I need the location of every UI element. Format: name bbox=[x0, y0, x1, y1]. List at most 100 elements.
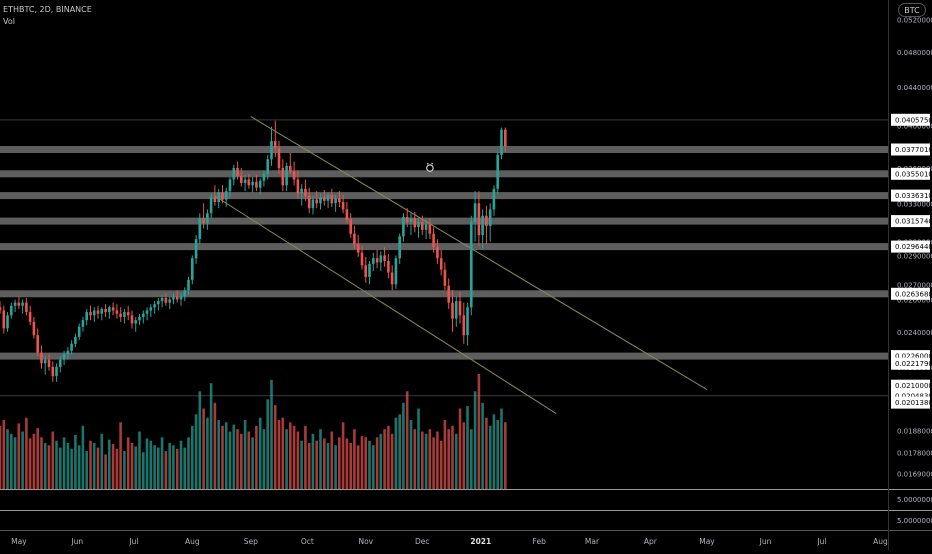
candle bbox=[17, 296, 21, 309]
candle bbox=[194, 235, 198, 264]
candle-body bbox=[85, 312, 88, 321]
candle bbox=[504, 127, 507, 152]
candle-body bbox=[66, 350, 70, 355]
candle bbox=[115, 304, 119, 319]
candle bbox=[398, 233, 401, 264]
candle-body bbox=[485, 215, 488, 226]
candle-body bbox=[47, 359, 51, 367]
candle bbox=[277, 141, 281, 174]
candle bbox=[360, 245, 364, 270]
candle-body bbox=[2, 310, 6, 329]
price-label-box bbox=[891, 357, 930, 370]
volume-bar bbox=[206, 417, 209, 489]
candle-body bbox=[108, 307, 111, 313]
volume-bar bbox=[74, 434, 77, 489]
time-tick-label: Nov bbox=[358, 537, 373, 546]
volume-bar bbox=[100, 433, 104, 489]
candle bbox=[432, 227, 435, 253]
volume-bar bbox=[266, 399, 269, 489]
candle bbox=[488, 203, 492, 242]
candle bbox=[70, 340, 73, 355]
candle-body bbox=[492, 188, 496, 210]
candle bbox=[315, 191, 318, 209]
candle bbox=[6, 312, 9, 332]
volume-indicator-label[interactable]: Vol bbox=[3, 17, 15, 26]
volume-bar bbox=[356, 445, 360, 489]
volume-bar bbox=[209, 383, 213, 489]
volume-bar bbox=[421, 431, 424, 489]
candle bbox=[383, 247, 386, 267]
candle-body bbox=[142, 313, 145, 317]
candle-body bbox=[111, 307, 115, 311]
candle bbox=[428, 218, 432, 240]
volume-bar bbox=[160, 437, 164, 490]
time-axis[interactable]: May Jun Jul Aug Sep Oct Nov Dec 2021 Feb Mar Apr May… bbox=[11, 537, 888, 546]
price-tick-label: 0.02600000 bbox=[897, 297, 932, 305]
candle bbox=[454, 296, 458, 327]
candle bbox=[236, 161, 239, 180]
candle-body bbox=[500, 129, 503, 155]
volume-axis-label: 5.00000000 bbox=[897, 517, 932, 525]
volume-bar bbox=[66, 443, 70, 489]
volume-bar bbox=[191, 425, 194, 490]
candle bbox=[262, 170, 266, 187]
candle-body bbox=[304, 188, 307, 196]
price-tick-label: 0.01780000 bbox=[897, 450, 932, 458]
volume-bar bbox=[130, 443, 134, 489]
candle bbox=[198, 213, 202, 245]
volume-bar bbox=[387, 425, 390, 490]
volume-bar bbox=[32, 433, 36, 489]
candle-body bbox=[277, 148, 281, 169]
candle bbox=[221, 185, 224, 204]
volume-bar bbox=[473, 391, 477, 490]
volume-bar bbox=[334, 445, 337, 489]
candle bbox=[326, 192, 330, 209]
currency-badge[interactable]: BTC bbox=[898, 3, 926, 17]
candle bbox=[2, 305, 6, 334]
price-label-box bbox=[891, 167, 930, 180]
candle-body bbox=[243, 179, 247, 183]
candle bbox=[40, 345, 43, 369]
price-axis[interactable]: 0.05200000 0.04800000 0.04400000 0.04000000… bbox=[891, 17, 932, 525]
candle bbox=[319, 193, 322, 210]
volume-bar bbox=[326, 443, 330, 489]
candle-body bbox=[157, 301, 160, 305]
candle bbox=[0, 301, 2, 314]
volume-bar bbox=[402, 402, 405, 490]
candle-body bbox=[398, 236, 401, 259]
candle-body bbox=[379, 255, 383, 263]
volume-bar bbox=[454, 433, 458, 489]
volume-bar bbox=[149, 440, 153, 489]
candle bbox=[300, 184, 303, 206]
candle bbox=[338, 191, 341, 207]
candle-body bbox=[55, 366, 58, 377]
candle-body bbox=[130, 315, 134, 324]
symbol-title[interactable]: ETHBTC, 2D, BINANCE bbox=[3, 5, 92, 14]
sr-zone bbox=[0, 170, 888, 178]
candle-body bbox=[43, 359, 47, 364]
candle-body bbox=[175, 296, 179, 300]
candle bbox=[28, 305, 32, 326]
candle bbox=[405, 208, 409, 228]
candle-body bbox=[409, 218, 413, 222]
candle-body bbox=[345, 209, 349, 220]
candle-body bbox=[183, 290, 186, 297]
volume-bars bbox=[0, 374, 507, 490]
candle-body bbox=[402, 217, 405, 237]
candle bbox=[307, 187, 311, 214]
candle bbox=[255, 174, 258, 192]
candle-body bbox=[240, 176, 243, 183]
volume-bar bbox=[458, 408, 462, 489]
volume-bar bbox=[496, 420, 499, 489]
time-tick-label: Dec bbox=[415, 537, 430, 546]
candle bbox=[402, 213, 405, 242]
candle bbox=[164, 293, 168, 306]
volume-bar bbox=[436, 431, 439, 489]
